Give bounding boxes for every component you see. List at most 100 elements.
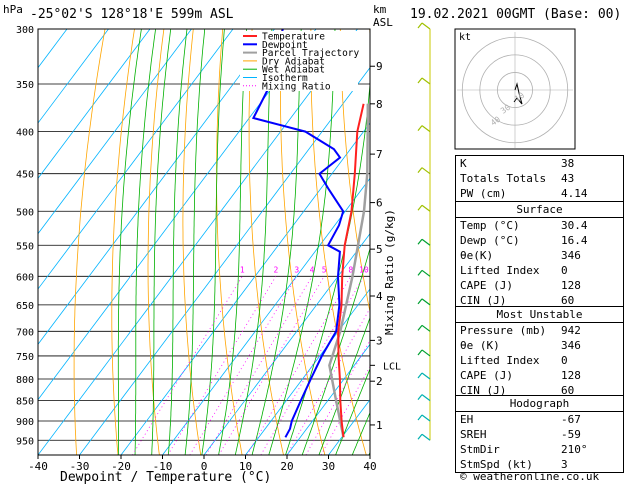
isotherm-line (120, 122, 370, 455)
x-tick-label: 20 (280, 460, 293, 473)
pressure-tick-label: 550 (16, 241, 34, 252)
surface-row: CAPE (J) 128 (460, 279, 581, 292)
legend-entry: Dewpoint (262, 40, 308, 51)
pressure-tick-label: 400 (16, 128, 34, 139)
wind-barb-flag (417, 22, 423, 29)
mixing-ratio-line (205, 276, 313, 455)
wet-adiabat-line (218, 29, 247, 455)
dry-adiabat-line (280, 29, 326, 455)
wind-barb-flag (417, 433, 423, 440)
legend-entry: Temperature (262, 32, 325, 43)
isotherm-line (38, 29, 275, 345)
mixing-ratio-label: 1 (240, 265, 245, 274)
wet-adiabat-line (134, 29, 156, 455)
wet-adiabat-line (168, 29, 188, 455)
pressure-tick-label: 450 (16, 170, 34, 181)
asl-label: ASL (373, 16, 393, 29)
mu-row: CAPE (J) 128 (460, 369, 581, 382)
hodo-row: EH -67 (460, 413, 581, 426)
mixing-ratio-label: 4 (310, 265, 315, 274)
mu-row: Lifted Index 0 (460, 354, 568, 367)
x-tick-label: 10 (239, 460, 252, 473)
legend-entry: Mixing Ratio (262, 81, 331, 92)
wind-barb-flag (417, 269, 423, 276)
legend-background (240, 31, 358, 91)
wind-barb-flag (417, 204, 423, 211)
hodograph-unit-label: kt (459, 32, 471, 43)
most-unstable-panel: Most Unstable Pressure (mb) 942 θe (K) 346… (455, 306, 624, 399)
wind-barb (421, 238, 431, 246)
wind-barb-flag (417, 372, 423, 379)
pressure-tick-label: 950 (16, 436, 34, 447)
km-tick-label: 1 (376, 419, 383, 432)
index-row-k: K 38 (460, 157, 575, 170)
location-title: -25°02'S 128°18'E 599m ASL (30, 7, 234, 22)
pressure-tick-label: 500 (16, 207, 34, 218)
wind-barb-flag (417, 77, 423, 84)
wind-barb (421, 349, 431, 357)
wind-barb (421, 77, 431, 85)
wind-barb (421, 298, 431, 306)
dry-adiabat-line (111, 29, 135, 455)
wind-barb (421, 125, 431, 133)
isotherm-line (203, 232, 370, 455)
x-tick-label: 40 (363, 460, 376, 473)
surface-row: θe(K) 346 (460, 249, 581, 262)
x-tick-label: -20 (111, 460, 131, 473)
wind-barb-flag (417, 324, 423, 331)
isotherm-line (245, 288, 370, 455)
index-row-pw: PW (cm) 4.14 (460, 187, 588, 200)
datetime-title: 19.02.2021 00GMT (Base: 00) (410, 7, 622, 22)
plot-frame (37, 28, 371, 456)
x-tick-label: 30 (322, 460, 335, 473)
legend-entry: Isotherm (262, 73, 308, 84)
pressure-tick-label: 750 (16, 352, 34, 363)
legend-entry: Wet Adiabat (262, 65, 325, 76)
wind-barb-flag (417, 167, 423, 174)
hodo-row: StmSpd (kt) 3 (460, 458, 568, 471)
isotherm-line (38, 29, 192, 235)
hodo-row: StmDir 210° (460, 443, 588, 456)
surface-panel: Surface Temp (°C) 30.4 Dewp (°C) 16.4 θe(K… (455, 201, 624, 309)
mixing-ratio-label: 2 (274, 265, 279, 274)
km-tick-label: 8 (376, 98, 383, 111)
profiles (251, 29, 370, 438)
mixing-ratio-line (246, 276, 352, 455)
x-tick-label: -30 (70, 460, 90, 473)
mixing-ratio-label: 8 (348, 265, 353, 274)
copyright-footer: © weatheronline.co.uk (460, 470, 600, 483)
wind-barb (421, 269, 431, 277)
wet-adiabat-line (151, 29, 172, 455)
y-axis-label-right: Mixing Ratio (g/kg) (383, 209, 396, 335)
wind-barb (421, 167, 431, 175)
hodo-row: SREH -59 (460, 428, 581, 441)
dry-adiabat-line (182, 29, 202, 455)
dry-adiabat-line (369, 29, 370, 46)
wind-barb-flag (417, 349, 423, 356)
dry-adiabat-line (339, 29, 370, 314)
isotherm-line (38, 29, 317, 401)
x-tick-label: 0 (201, 460, 208, 473)
legend-entry: Parcel Trajectory (262, 48, 360, 59)
mixing-ratio-label: 20 (401, 265, 411, 274)
x-tick-label: -40 (28, 460, 48, 473)
isotherm-line (38, 29, 151, 179)
temperature-line (337, 103, 365, 438)
wind-barb-flag (417, 394, 423, 400)
wet-adiabat-line (335, 367, 370, 455)
dewpoint-line (251, 29, 345, 438)
km-tick-label: 7 (376, 148, 383, 161)
surface-row: Lifted Index 0 (460, 264, 568, 277)
mixing-ratio-label: 3 (294, 265, 299, 274)
pressure-tick-label: 800 (16, 375, 34, 386)
wet-adiabat-line (268, 29, 336, 455)
wet-adiabat-line (318, 316, 370, 455)
hodograph-stats-panel: Hodograph EH -67 SREH -59 StmDir 210° StmSp… (455, 395, 624, 473)
pressure-tick-label: 850 (16, 397, 34, 408)
wet-adiabat-line (251, 29, 302, 455)
wind-barb (421, 22, 431, 30)
wind-barbs (417, 22, 431, 441)
